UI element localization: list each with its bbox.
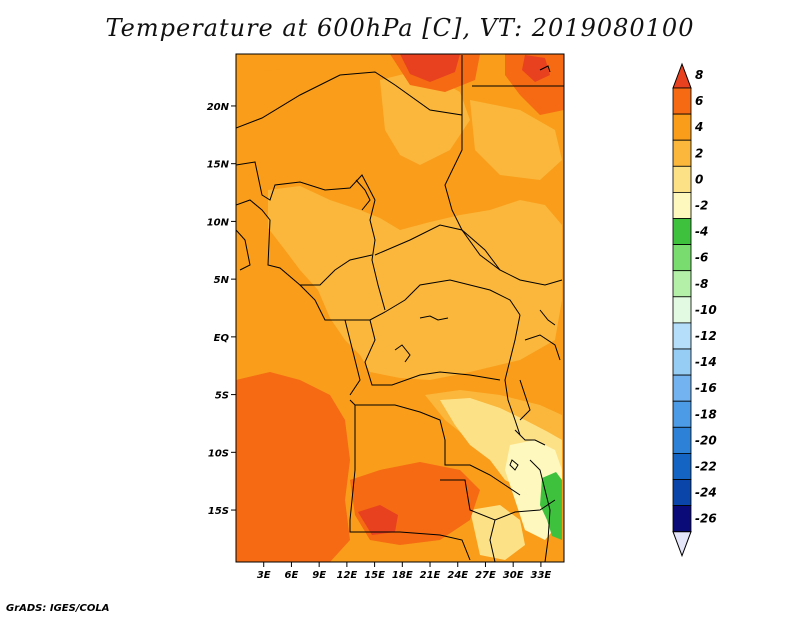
colorbar-label: 0 [695, 172, 703, 186]
longitude-axis: 3E 6E 9E 12E 15E 18E 21E 24E 27E 30E 33E [257, 562, 552, 581]
field-0-to-2-northeast [470, 100, 562, 180]
colorbar-segment [672, 244, 692, 272]
colorbar-bottom-arrow [672, 531, 692, 558]
colorbar-label: 4 [694, 120, 703, 134]
colorbar-label: -26 [695, 512, 717, 526]
colorbar-label: 8 [695, 68, 703, 82]
lat-tick-label: EQ [214, 333, 230, 344]
country-borders [236, 55, 564, 562]
colorbar-label: -22 [695, 459, 717, 473]
lon-tick-label: 18E [392, 570, 413, 581]
field-0-to-2-north [380, 70, 470, 165]
colorbar-segment [672, 505, 692, 533]
temperature-field [236, 54, 564, 562]
field-6-to-8-north [400, 54, 460, 82]
colorbar-segment [672, 452, 692, 480]
lat-tick-label: 5N [214, 275, 230, 286]
lon-tick-label: 9E [312, 570, 326, 581]
colorbar-segment [672, 400, 692, 428]
colorbar-segment [672, 87, 692, 115]
lon-tick-label: 3E [257, 570, 271, 581]
lat-tick-label: 15S [208, 506, 229, 517]
colorbar-segment [672, 374, 692, 402]
field-m2-to-0-south [470, 505, 525, 560]
map-title: Temperature at 600hPa [C], VT: 201908010… [105, 14, 695, 42]
colorbar-label: -16 [695, 381, 717, 395]
lat-tick-label: 10S [208, 448, 229, 459]
colorbar-label: -20 [695, 433, 717, 447]
colorbar-segment [672, 165, 692, 193]
colorbar-segment [672, 426, 692, 454]
colorbar-label: 2 [695, 146, 703, 160]
colorbar-label: -18 [695, 407, 717, 421]
colorbar-label: -6 [695, 251, 708, 265]
field-6-to-8-south [358, 505, 398, 535]
field-4-to-6-southwest [236, 372, 350, 562]
colorbar-segment [672, 348, 692, 376]
colorbar-label: 6 [695, 94, 703, 108]
lon-tick-label: 30E [503, 570, 524, 581]
lon-tick-label: 15E [364, 570, 385, 581]
colorbar-segment [672, 113, 692, 141]
lon-tick-label: 12E [336, 570, 357, 581]
colorbar: 8 6 4 2 0 -2 -4 -6 -8 -10 -12 -14 -16 -18 -20 -22 -24 -26 [672, 62, 717, 558]
lat-tick-label: 5S [215, 391, 229, 402]
field-6-to-8-northeast [522, 55, 550, 82]
lat-tick-label: 20N [207, 102, 230, 113]
field-m6-to-m4 [540, 472, 562, 540]
colorbar-segment [672, 270, 692, 298]
field-2-to-4-nw [236, 54, 300, 72]
colorbar-segment [672, 218, 692, 246]
colorbar-label: -10 [695, 303, 717, 317]
map-frame [235, 53, 565, 563]
colorbar-label: -2 [695, 198, 708, 212]
latitude-axis: 20N 15N 10N 5N EQ 5S 10S 15S [207, 102, 236, 517]
colorbar-label: -4 [695, 225, 708, 239]
lon-tick-label: 21E [420, 570, 441, 581]
lon-tick-label: 24E [447, 570, 468, 581]
colorbar-segment [672, 191, 692, 219]
colorbar-label: -14 [695, 355, 717, 369]
colorbar-label: -8 [695, 277, 708, 291]
colorbar-segment [672, 139, 692, 167]
colorbar-segment [672, 322, 692, 350]
lat-tick-label: 15N [207, 160, 230, 171]
lon-tick-label: 33E [531, 570, 552, 581]
colorbar-segment [672, 296, 692, 324]
field-0-to-2-central [268, 186, 562, 380]
colorbar-label: -12 [695, 329, 717, 343]
colorbar-label: -24 [695, 486, 717, 500]
lon-tick-label: 6E [285, 570, 299, 581]
lat-tick-label: 10N [207, 217, 230, 228]
colorbar-segment [672, 479, 692, 507]
footer-credit: GrADS: IGES/COLA [6, 603, 110, 614]
lon-tick-label: 27E [475, 570, 496, 581]
colorbar-top-arrow [672, 62, 692, 89]
